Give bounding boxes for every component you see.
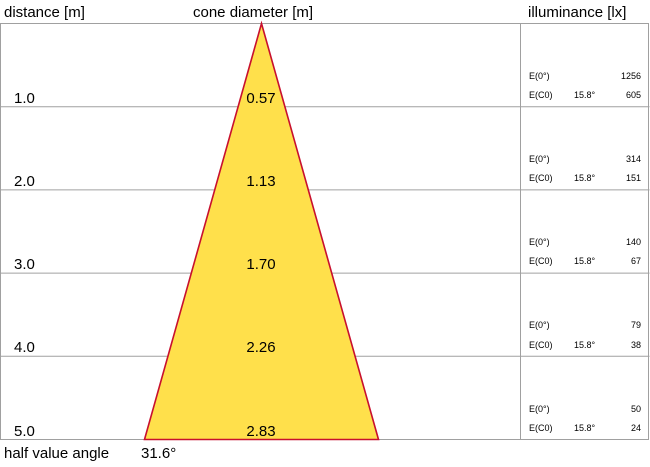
- ec0-value: 67: [630, 256, 641, 266]
- e0-value: 314: [625, 154, 641, 164]
- ec0-angle: 15.8°: [574, 173, 596, 183]
- ec0-value: 605: [625, 90, 641, 100]
- distance-header: distance [m]: [4, 4, 85, 21]
- e0-label: E(0°): [529, 404, 550, 414]
- e0-value: 79: [630, 320, 641, 330]
- ec0-angle: 15.8°: [574, 90, 596, 100]
- e0-value: 50: [630, 404, 641, 414]
- distance-label: 1.0: [14, 90, 35, 107]
- e0-value: 1256: [620, 71, 641, 81]
- ec0-label: E(C0): [529, 173, 553, 183]
- e0-label: E(0°): [529, 71, 550, 81]
- illuminance-header: illuminance [lx]: [528, 4, 627, 21]
- ec0-value: 151: [625, 173, 641, 183]
- e0-value: 140: [625, 237, 641, 247]
- light-cone: [143, 20, 380, 441]
- ec0-label: E(C0): [529, 423, 553, 433]
- e0-label: E(0°): [529, 320, 550, 330]
- cone-diameter-label: 1.70: [246, 256, 276, 273]
- cone-diameter-header: cone diameter [m]: [193, 4, 314, 21]
- cone-diameter-label: 2.26: [246, 339, 276, 356]
- ec0-angle: 15.8°: [574, 256, 596, 266]
- ec0-label: E(C0): [529, 90, 553, 100]
- ec0-label: E(C0): [529, 340, 553, 350]
- half-value-angle-label: half value angle: [4, 445, 110, 462]
- ec0-value: 24: [630, 423, 641, 433]
- cone-diameter-label: 0.57: [246, 90, 276, 107]
- distance-label: 2.0: [14, 173, 35, 190]
- ec0-angle: 15.8°: [574, 340, 596, 350]
- e0-label: E(0°): [529, 237, 550, 247]
- cone-diameter-label: 2.83: [246, 423, 276, 440]
- e0-label: E(0°): [529, 154, 550, 164]
- ec0-label: E(C0): [529, 256, 553, 266]
- distance-label: 3.0: [14, 256, 35, 273]
- ec0-value: 38: [630, 340, 641, 350]
- half-value-angle-value: 31.6°: [141, 445, 177, 462]
- distance-label: 4.0: [14, 339, 35, 356]
- ec0-angle: 15.8°: [574, 423, 596, 433]
- distance-label: 5.0: [14, 423, 35, 440]
- cone-diameter-label: 1.13: [246, 173, 276, 190]
